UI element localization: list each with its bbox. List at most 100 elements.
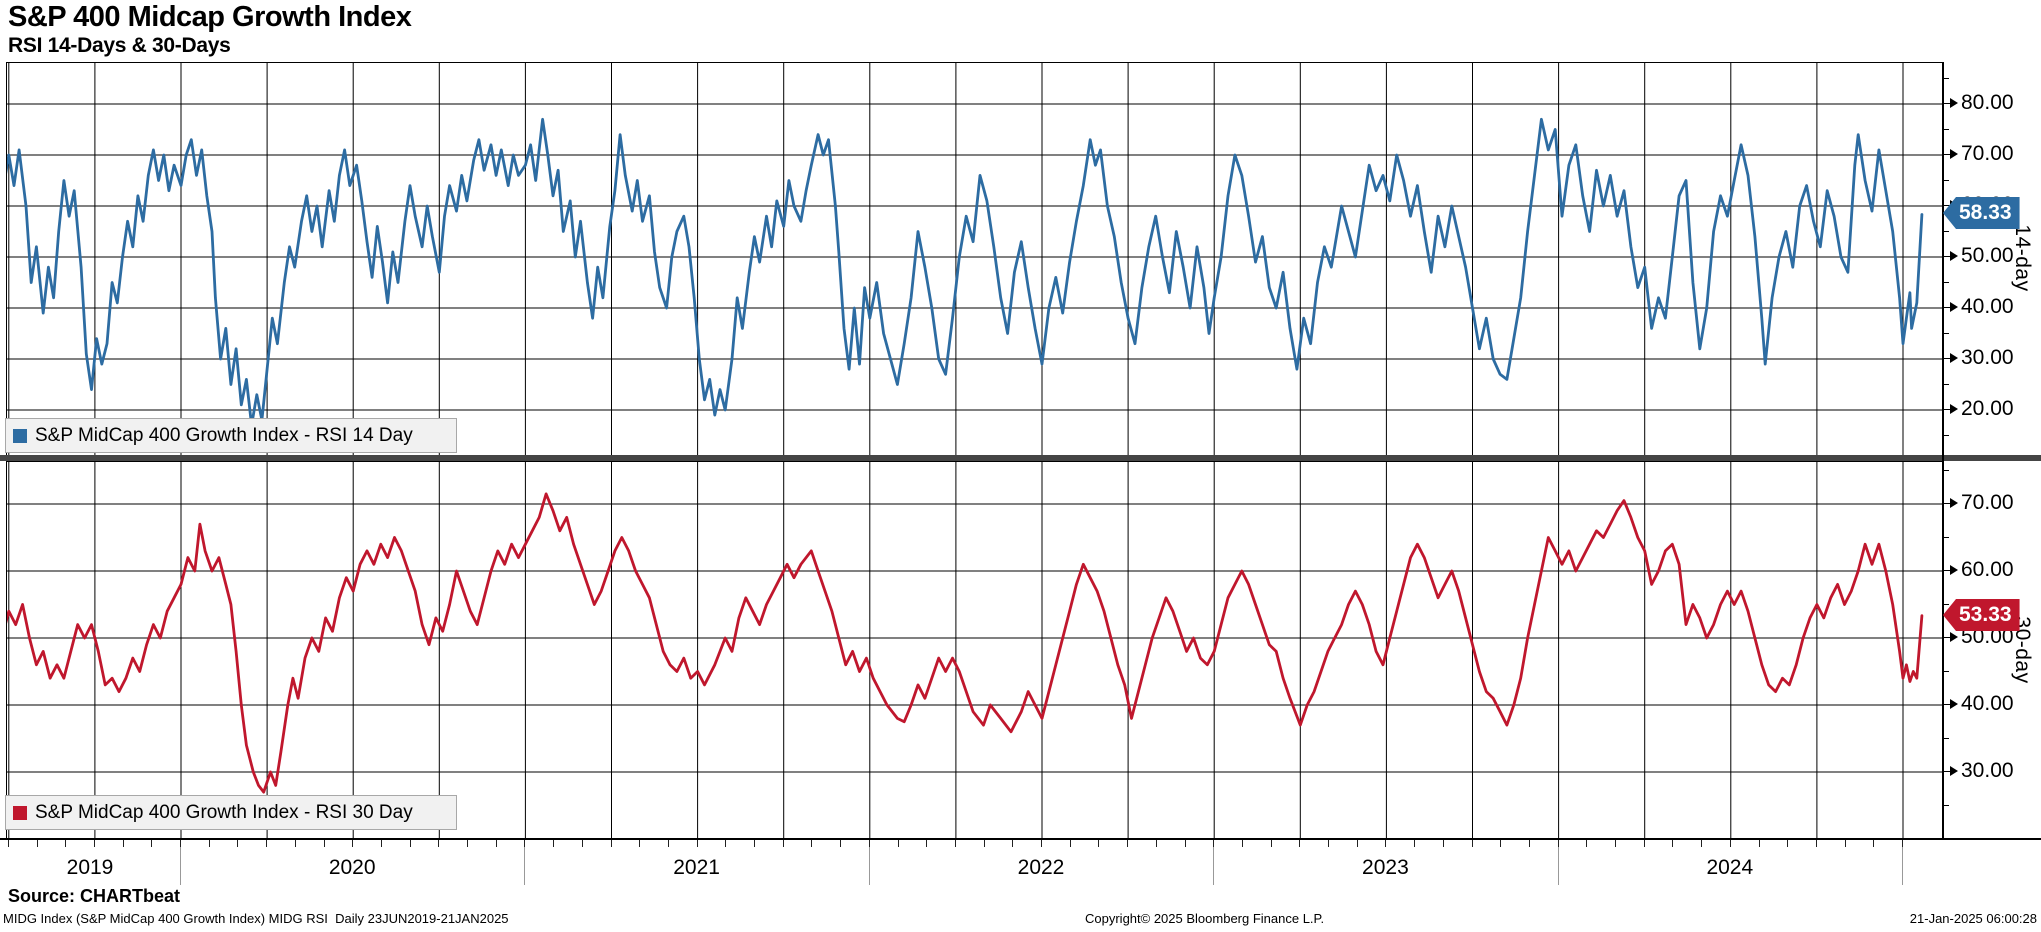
month-tick [696, 840, 698, 847]
rsi-14-panel[interactable] [6, 62, 1944, 456]
year-separator [180, 843, 181, 885]
y-tick-label: 60.00 [1961, 558, 2014, 581]
month-tick [639, 840, 641, 847]
month-tick [380, 840, 382, 847]
month-tick [1012, 840, 1014, 847]
source-label: Source: CHARTbeat [8, 886, 181, 906]
y-minor-tick [1944, 383, 1949, 385]
month-tick [897, 840, 899, 847]
x-axis-band[interactable]: 2019 2020 2021 2022 2023 2024 [0, 838, 2041, 888]
y-minor-tick [1944, 737, 1949, 739]
month-tick [840, 840, 842, 847]
month-tick [1586, 840, 1588, 847]
rsi-14-plot [7, 63, 1943, 455]
y-tick-arrow-icon [1950, 699, 1958, 709]
month-tick [667, 840, 669, 847]
year-separator [1557, 843, 1559, 885]
month-tick [1557, 840, 1559, 847]
month-tick [1758, 840, 1760, 847]
rsi-30-legend[interactable]: S&P MidCap 400 Growth Index - RSI 30 Day [5, 795, 457, 830]
page-title: S&P 400 Midcap Growth Index [8, 1, 412, 33]
month-tick [208, 840, 210, 847]
y-tick [1944, 103, 1951, 104]
y-minor-tick [1944, 434, 1949, 436]
month-tick [323, 840, 325, 847]
month-tick [1328, 840, 1329, 847]
y-tick [1944, 256, 1951, 257]
month-tick [1356, 840, 1358, 847]
y-tick [1944, 570, 1951, 571]
y-tick-arrow-icon [1950, 766, 1958, 776]
y-tick-arrow-icon [1950, 632, 1958, 642]
y-minor-tick [1944, 536, 1949, 538]
month-tick [1471, 840, 1473, 847]
month-tick [294, 840, 296, 847]
month-tick [553, 840, 555, 847]
y-tick-arrow-icon [1950, 565, 1958, 575]
y-tick [1944, 704, 1951, 705]
y-minor-tick [1944, 179, 1949, 181]
y-tick-arrow-icon [1950, 302, 1958, 312]
month-tick [151, 840, 153, 847]
y-minor-tick [1944, 230, 1949, 232]
month-tick [1041, 840, 1042, 847]
month-tick [65, 840, 67, 847]
chart-subtitle: RSI 14-Days & 30-Days [8, 34, 231, 57]
y-minor-tick [1944, 603, 1949, 605]
footer-ticker-info: MIDG Index (S&P MidCap 400 Growth Index)… [3, 911, 509, 926]
month-tick [1615, 840, 1616, 847]
y-minor-tick [1944, 77, 1949, 79]
rsi-14-legend[interactable]: S&P MidCap 400 Growth Index - RSI 14 Day [5, 418, 457, 453]
year-label-2023: 2023 [1362, 856, 1409, 879]
month-tick [610, 840, 612, 847]
y-tick-arrow-icon [1950, 498, 1958, 508]
y-tick-label: 30.00 [1961, 759, 2014, 782]
month-tick [1873, 840, 1875, 847]
month-tick [7, 840, 9, 847]
month-tick [754, 840, 755, 847]
month-tick [1672, 840, 1674, 847]
y-minor-tick [1944, 281, 1949, 283]
month-tick [1299, 840, 1301, 847]
month-tick [1155, 840, 1157, 847]
month-tick [581, 840, 583, 847]
month-tick [1098, 840, 1100, 847]
month-tick [1844, 840, 1846, 847]
year-label-2020: 2020 [328, 856, 376, 879]
right-axis-line [1942, 62, 1944, 838]
rsi-14-axis-title: 14-day [2011, 224, 2034, 292]
y-tick [1944, 154, 1951, 155]
month-tick [180, 840, 181, 847]
month-tick [1069, 840, 1071, 847]
y-tick [1944, 205, 1951, 206]
y-tick [1944, 771, 1951, 772]
month-tick [782, 840, 784, 847]
footer-copyright: Copyright© 2025 Bloomberg Finance L.P. [1085, 911, 1325, 926]
y-tick-label: 50.00 [1961, 244, 2014, 267]
year-separator [1902, 843, 1903, 885]
panel-divider[interactable] [0, 455, 2041, 461]
month-tick [266, 840, 268, 847]
month-tick [524, 840, 526, 847]
month-tick [467, 840, 468, 847]
rsi-14-line [7, 117, 1924, 427]
month-tick [1241, 840, 1243, 847]
year-label-2022: 2022 [1017, 856, 1065, 879]
rsi-30-axis-title: 30-day [2011, 616, 2034, 684]
month-tick [868, 840, 870, 847]
rsi-30-line [7, 492, 1924, 794]
month-tick [1902, 840, 1903, 847]
month-tick [1500, 840, 1502, 847]
month-tick [1442, 840, 1444, 847]
y-minor-tick [1944, 670, 1949, 672]
y-tick-label: 70.00 [1961, 491, 2014, 514]
y-tick-label: 70.00 [1961, 142, 2014, 165]
y-tick [1944, 409, 1951, 410]
rsi-14-legend-label: S&P MidCap 400 Growth Index - RSI 14 Day [35, 424, 413, 446]
month-tick [725, 840, 727, 847]
month-tick [36, 840, 38, 847]
month-tick [1701, 840, 1703, 847]
month-tick [926, 840, 928, 847]
month-tick [495, 840, 497, 847]
rsi-30-panel[interactable] [6, 461, 1944, 839]
